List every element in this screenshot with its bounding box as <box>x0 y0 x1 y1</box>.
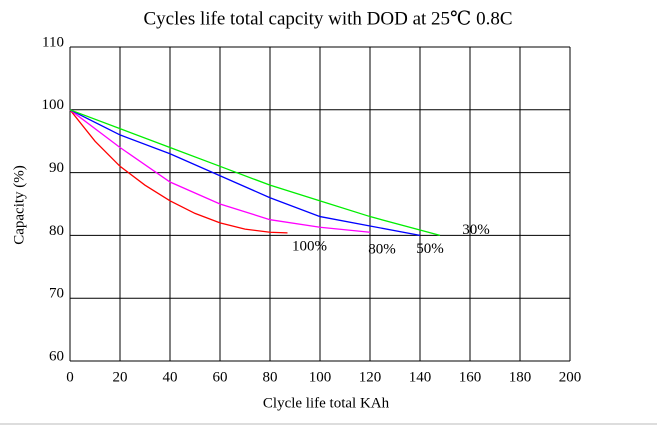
y-tick-label: 100 <box>42 97 65 113</box>
x-tick-label: 200 <box>559 369 582 385</box>
x-tick-label: 100 <box>309 369 332 385</box>
x-tick-label: 180 <box>509 369 532 385</box>
x-tick-label: 80 <box>263 369 278 385</box>
series-line <box>69 109 441 237</box>
series-label: 30% <box>462 222 490 238</box>
x-tick-label: 160 <box>459 369 482 385</box>
series-label: 50% <box>416 241 444 257</box>
x-axis-label: Clycle life total KAh <box>263 395 390 411</box>
x-tick-label: 20 <box>113 369 128 385</box>
x-tick-label: 140 <box>409 369 432 385</box>
x-tick-label: 60 <box>213 369 228 385</box>
series-label: 100% <box>292 238 327 254</box>
y-tick-label: 70 <box>49 286 64 302</box>
y-tick-label: 110 <box>42 34 64 50</box>
y-tick-label: 80 <box>49 223 64 239</box>
y-axis-label: Capacity (%) <box>11 165 27 245</box>
series-label: 80% <box>368 242 396 258</box>
series-line <box>69 109 421 237</box>
x-tick-label: 120 <box>359 369 382 385</box>
series-line <box>69 109 371 233</box>
y-tick-label: 90 <box>49 160 64 176</box>
x-tick-label: 40 <box>163 369 178 385</box>
x-tick-label: 0 <box>66 369 74 385</box>
y-tick-label: 60 <box>49 348 64 364</box>
chart-title: Cycles life total capcity with DOD at 25… <box>144 8 513 29</box>
series-line <box>69 109 288 234</box>
